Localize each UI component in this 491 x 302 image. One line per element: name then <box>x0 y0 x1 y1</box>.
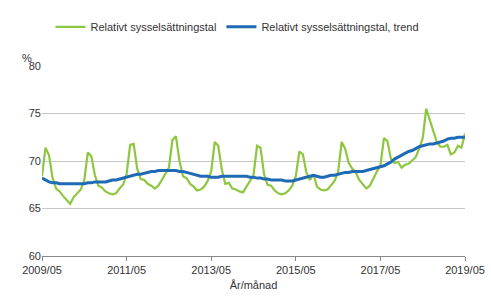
svg-text:75: 75 <box>29 107 41 119</box>
svg-text:60: 60 <box>29 250 41 262</box>
svg-text:Relativt sysselsättningstal, t: Relativt sysselsättningstal, trend <box>261 21 418 33</box>
svg-text:Relativt sysselsättningstal: Relativt sysselsättningstal <box>90 21 216 33</box>
svg-text:70: 70 <box>29 155 41 167</box>
svg-text:2015/05: 2015/05 <box>276 264 316 276</box>
svg-text:2009/05: 2009/05 <box>22 264 62 276</box>
svg-text:År/månad: År/månad <box>230 279 278 291</box>
svg-text:2011/05: 2011/05 <box>107 264 146 276</box>
svg-text:2019/05: 2019/05 <box>445 264 485 276</box>
svg-text:2017/05: 2017/05 <box>361 264 401 276</box>
svg-text:65: 65 <box>29 202 41 214</box>
svg-text:2013/05: 2013/05 <box>191 264 231 276</box>
svg-text:80: 80 <box>29 60 41 72</box>
svg-text:%: % <box>22 52 32 64</box>
